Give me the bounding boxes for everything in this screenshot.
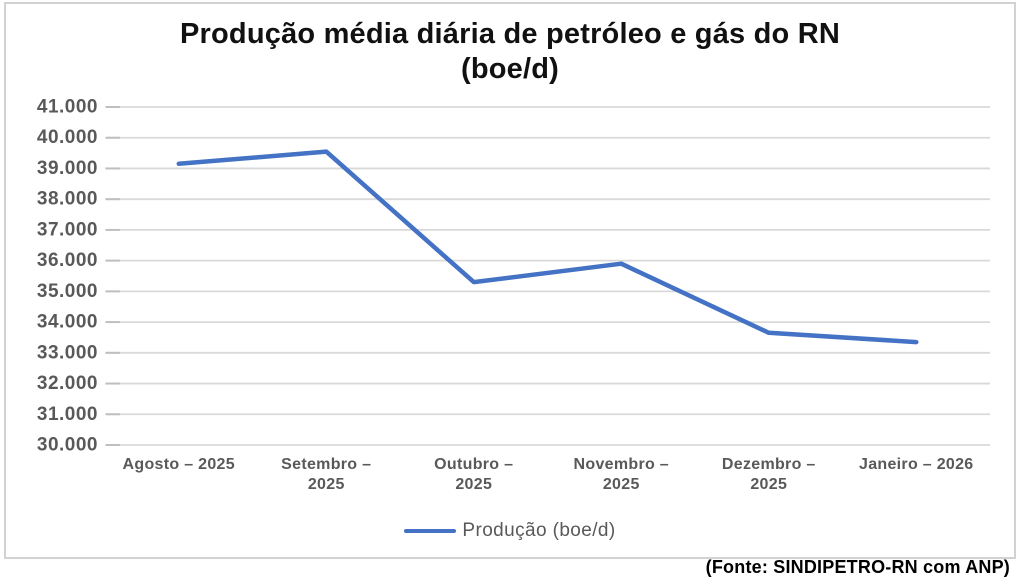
x-axis-label: 2025	[308, 476, 345, 493]
y-tick-label: 37.000	[37, 219, 98, 240]
chart-title-line1: Produção média diária de petróleo e gás …	[179, 18, 841, 50]
x-axis-label: Dezembro –	[722, 456, 816, 473]
legend-label: Produção (boe/d)	[462, 520, 616, 541]
y-tick-label: 41.000	[37, 97, 98, 118]
source-note: (Fonte: SINDIPETRO-RN com ANP)	[705, 557, 1010, 577]
x-axis-label: Novembro –	[574, 456, 669, 473]
chart-title: Produção média diária de petróleo e gás …	[6, 17, 1014, 87]
legend: Produção (boe/d)	[6, 520, 1014, 542]
x-axis-label: Janeiro – 2026	[859, 456, 974, 473]
plot-svg: 30.000 31.000 32.000 33.000 34.000 35.000 36.0…	[37, 97, 990, 493]
chart-title-line2: (boe/d)	[460, 53, 560, 85]
y-tick-label: 39.000	[37, 158, 98, 179]
y-tick-label: 32.000	[37, 373, 98, 394]
y-tick-label: 33.000	[37, 342, 98, 363]
production-line-series	[176, 149, 919, 345]
legend-line-icon	[404, 529, 457, 533]
y-tick-label: 31.000	[37, 404, 98, 425]
y-tick-label: 38.000	[37, 189, 98, 210]
y-tick-label: 35.000	[37, 281, 98, 302]
x-axis-label: Outubro –	[434, 456, 513, 473]
x-axis-label: 2025	[455, 476, 492, 493]
y-tick-label: 34.000	[37, 312, 98, 333]
chart-frame: Produção média diária de petróleo e gás …	[4, 2, 1016, 559]
y-tick-label: 36.000	[37, 250, 98, 271]
x-axis-label: 2025	[603, 476, 640, 493]
x-axis-label: Setembro –	[281, 456, 371, 473]
x-axis-label: Agosto – 2025	[123, 456, 235, 473]
x-axis-label: 2025	[750, 476, 787, 493]
y-tick-label: 30.000	[37, 435, 98, 456]
y-tick-label: 40.000	[37, 127, 98, 148]
